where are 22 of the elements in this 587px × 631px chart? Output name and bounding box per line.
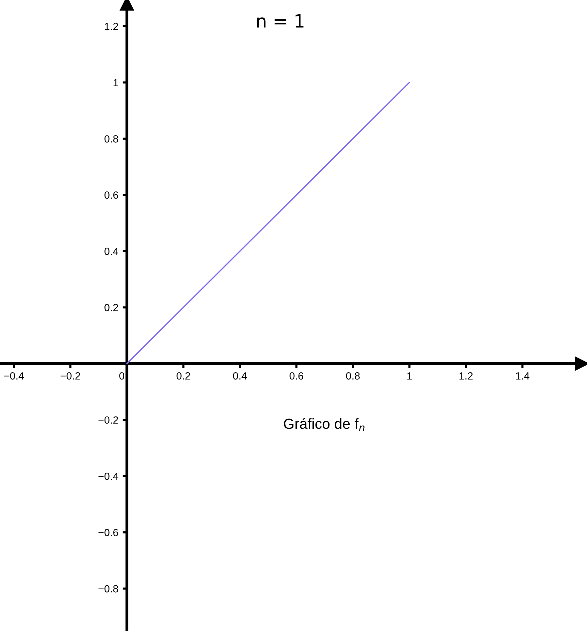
y-tick-label: 0.8: [104, 135, 118, 143]
annotation: Gráfico de f$_{n}$: [284, 418, 365, 432]
y-tick-label: 0.2: [104, 304, 118, 312]
x-tick-label: 0.6: [290, 372, 304, 380]
y-tick-label: 1: [114, 79, 118, 86]
x-tick-label: 1.2: [460, 372, 473, 380]
x-tick-label: 0.8: [346, 372, 360, 380]
x-tick-label: 0.4: [233, 372, 248, 380]
x-tick-label: 1: [408, 372, 412, 380]
x-tick-label: 0.2: [176, 372, 190, 380]
y-tick-label: 1.2: [105, 22, 118, 30]
y-tick-label: −0.8: [98, 585, 118, 593]
chart-title: n = 1: [257, 14, 304, 28]
y-tick-label: −0.6: [98, 529, 118, 536]
y-tick-label: −0.2: [98, 416, 118, 424]
y-tick-label: 0.6: [104, 192, 118, 200]
x-tick-label: −0.4: [4, 372, 24, 380]
y-tick-label: 0.4: [104, 248, 118, 256]
y-tick-label: −0.4: [98, 472, 118, 480]
x-tick-label: 1.4: [516, 372, 530, 380]
x-tick-label: 0: [120, 372, 125, 380]
x-tick-label: −0.2: [60, 372, 80, 380]
